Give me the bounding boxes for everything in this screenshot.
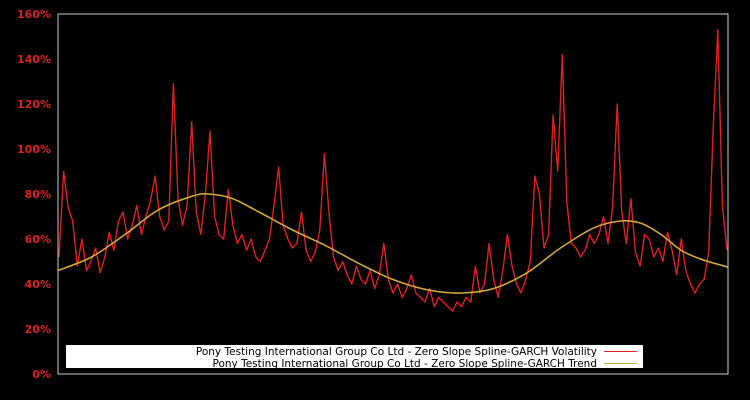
y-tick-label: 60% bbox=[25, 233, 51, 246]
y-tick-label: 160% bbox=[17, 8, 51, 21]
y-tick-label: 100% bbox=[17, 143, 51, 156]
y-tick-label: 0% bbox=[32, 368, 51, 381]
volatility-line bbox=[58, 29, 728, 312]
y-tick-label: 20% bbox=[25, 323, 51, 336]
plot-area bbox=[57, 29, 729, 312]
y-tick-label: 40% bbox=[25, 278, 51, 291]
y-tick-label: 120% bbox=[17, 98, 51, 111]
y-axis: 0% 20% 40% 60% 80% 100% 120% 140% 160% bbox=[17, 8, 51, 381]
legend-label-volatility: Pony Testing International Group Co Ltd … bbox=[196, 346, 597, 358]
y-tick-label: 80% bbox=[25, 188, 51, 201]
y-tick-label: 140% bbox=[17, 53, 51, 66]
plot-frame bbox=[57, 13, 729, 375]
trend-line bbox=[57, 193, 729, 294]
legend-label-trend: Pony Testing International Group Co Ltd … bbox=[212, 358, 597, 370]
legend-box bbox=[66, 345, 643, 368]
legend: Pony Testing International Group Co Ltd … bbox=[66, 345, 643, 370]
